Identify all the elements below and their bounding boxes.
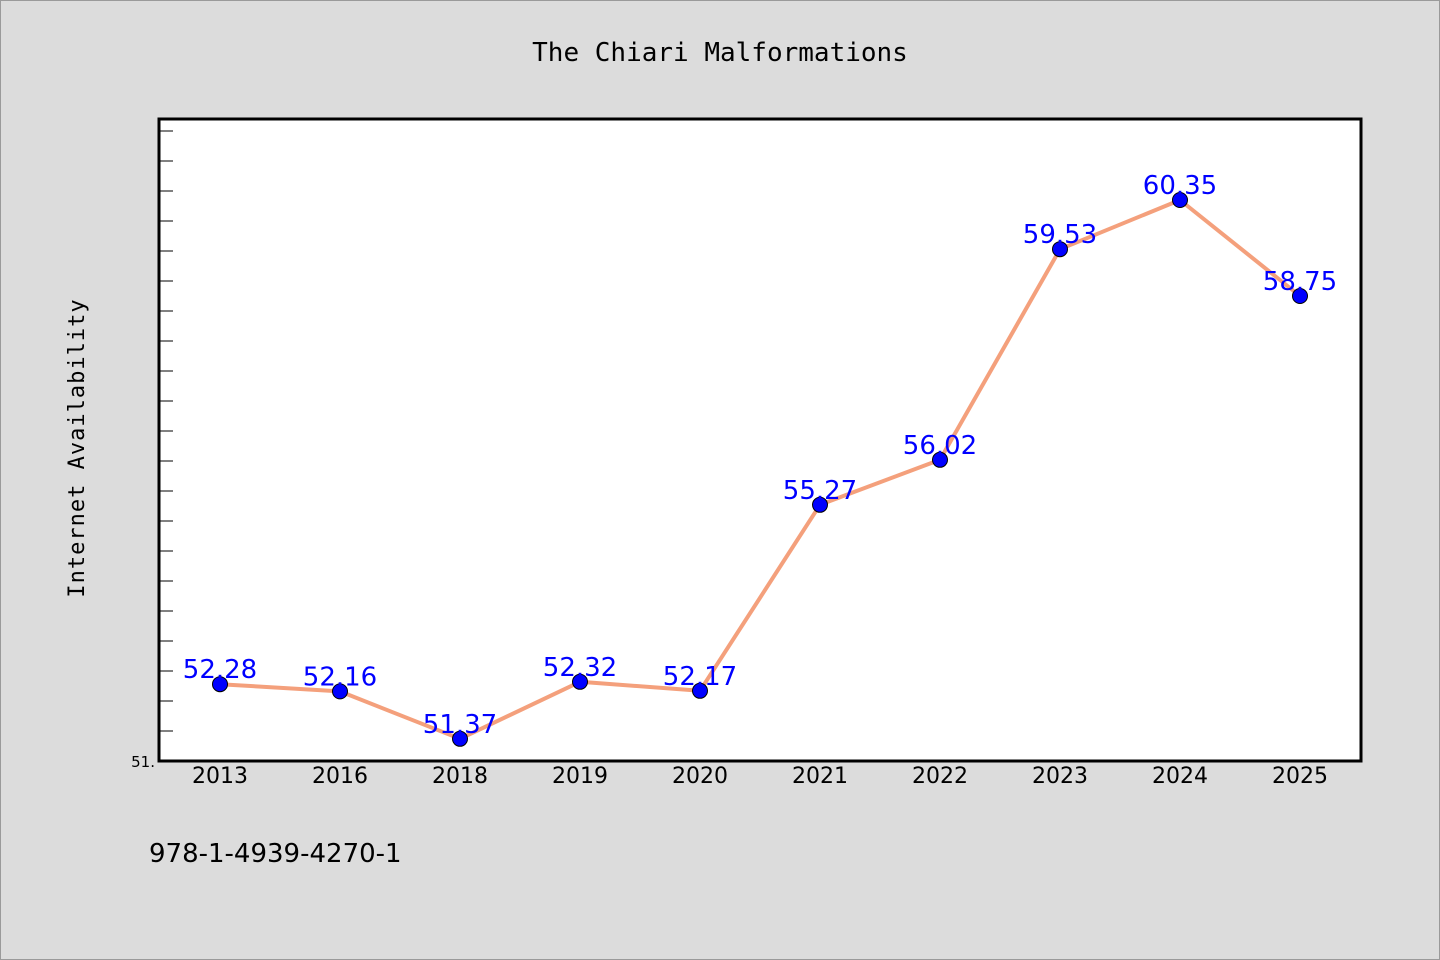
data-point xyxy=(1052,241,1068,258)
data-label: 51.37 xyxy=(423,710,497,740)
data-point xyxy=(1292,288,1308,304)
data-label: 60.35 xyxy=(1143,171,1217,201)
y-axis-ticks xyxy=(159,130,173,762)
data-point xyxy=(212,676,228,693)
data-point xyxy=(1172,192,1188,208)
data-point xyxy=(332,683,348,700)
data-point xyxy=(932,451,948,468)
x-tick-label: 2025 xyxy=(1272,764,1328,789)
data-label: 52.32 xyxy=(543,653,617,683)
plot-area xyxy=(157,117,1363,763)
x-tick-label: 2013 xyxy=(192,764,248,789)
footer-isbn: 978-1-4939-4270-1 xyxy=(149,839,402,869)
data-label: 52.17 xyxy=(663,662,737,692)
data-point xyxy=(452,730,468,747)
y-tick-label: 51. xyxy=(131,753,155,771)
x-tick-label: 2024 xyxy=(1152,764,1208,789)
x-tick-label: 2019 xyxy=(552,764,608,789)
x-tick-label: 2021 xyxy=(792,764,848,789)
data-point xyxy=(572,673,588,690)
x-tick-label: 2016 xyxy=(312,764,368,789)
x-tick-label: 2018 xyxy=(432,764,488,789)
x-axis-tick-labels: 2013 2016 2018 2019 2020 2021 2022 2023 2024 2025 xyxy=(192,764,1328,789)
data-label: 58.75 xyxy=(1263,267,1337,297)
x-tick-label: 2020 xyxy=(672,764,728,789)
series-line xyxy=(218,198,1302,741)
data-labels: 52.28 52.16 51.37 52.32 52.17 55.27 56.02 59.53… xyxy=(183,171,1337,740)
data-label: 55.27 xyxy=(783,476,857,506)
x-tick-label: 2023 xyxy=(1032,764,1088,789)
y-axis-label: Internet Availability xyxy=(65,298,90,597)
x-tick-label: 2022 xyxy=(912,764,968,789)
data-label: 52.28 xyxy=(183,655,257,685)
series-points xyxy=(212,192,1308,747)
chart-title: The Chiari Malformations xyxy=(532,38,908,68)
data-point xyxy=(812,496,828,513)
data-point xyxy=(692,682,708,699)
y-axis-tick-labels: 51. xyxy=(131,753,155,771)
series-lines xyxy=(218,198,1302,741)
data-label: 56.02 xyxy=(903,431,977,461)
data-label: 59.53 xyxy=(1023,220,1097,250)
data-label: 52.16 xyxy=(303,662,377,692)
